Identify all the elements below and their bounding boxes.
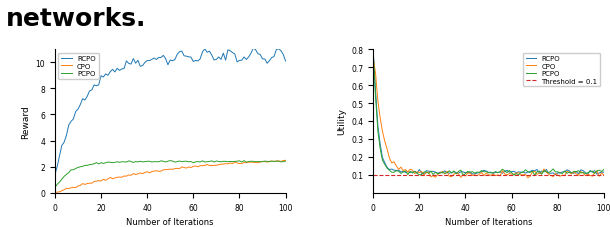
- PCPO: [459, 175, 467, 177]
- PCPO: [213, 160, 220, 163]
- Line: RCPO: RCPO: [373, 52, 604, 175]
- RCPO: [109, 69, 117, 71]
- RCPO: [600, 171, 608, 174]
- Line: RCPO: RCPO: [55, 49, 285, 175]
- CPO: [524, 177, 531, 179]
- PCPO: [240, 160, 248, 162]
- RCPO: [67, 121, 74, 123]
- PCPO: [51, 186, 59, 189]
- X-axis label: Number of Iterations: Number of Iterations: [126, 217, 214, 226]
- RCPO: [190, 61, 197, 64]
- PCPO: [370, 52, 377, 55]
- RCPO: [386, 168, 393, 171]
- CPO: [192, 165, 199, 168]
- PCPO: [282, 160, 289, 163]
- Threshold = 0.1: [370, 174, 377, 176]
- RCPO: [370, 50, 377, 53]
- RCPO: [531, 170, 539, 173]
- PCPO: [533, 171, 540, 173]
- PCPO: [427, 170, 434, 173]
- Legend: RCPO, CPO, PCPO: RCPO, CPO, PCPO: [59, 53, 99, 80]
- PCPO: [224, 161, 232, 163]
- X-axis label: Number of Iterations: Number of Iterations: [445, 217, 533, 226]
- CPO: [427, 175, 434, 178]
- PCPO: [190, 162, 197, 164]
- RCPO: [427, 170, 434, 173]
- RCPO: [542, 168, 550, 171]
- Line: CPO: CPO: [55, 161, 285, 192]
- CPO: [370, 57, 377, 60]
- Line: PCPO: PCPO: [55, 161, 285, 188]
- PCPO: [511, 174, 518, 177]
- RCPO: [282, 60, 289, 63]
- CPO: [70, 186, 77, 189]
- RCPO: [213, 59, 220, 62]
- CPO: [215, 163, 222, 166]
- CPO: [111, 177, 118, 180]
- Text: networks.: networks.: [6, 7, 146, 31]
- CPO: [533, 173, 540, 176]
- Threshold = 0.1: [372, 174, 379, 176]
- CPO: [600, 174, 608, 177]
- CPO: [160, 169, 167, 171]
- RCPO: [508, 170, 515, 173]
- PCPO: [386, 169, 393, 172]
- Y-axis label: Utility: Utility: [337, 108, 346, 135]
- PCPO: [67, 169, 74, 171]
- PCPO: [478, 169, 486, 172]
- Line: CPO: CPO: [373, 59, 604, 178]
- Line: PCPO: PCPO: [373, 54, 604, 176]
- CPO: [282, 159, 289, 162]
- RCPO: [51, 173, 59, 176]
- RCPO: [552, 174, 559, 176]
- CPO: [476, 173, 483, 176]
- CPO: [508, 173, 515, 176]
- PCPO: [157, 160, 165, 163]
- CPO: [54, 191, 61, 194]
- CPO: [226, 162, 234, 165]
- CPO: [386, 157, 393, 159]
- RCPO: [476, 171, 483, 174]
- RCPO: [157, 57, 165, 60]
- CPO: [51, 191, 59, 194]
- CPO: [545, 173, 552, 176]
- RCPO: [224, 49, 232, 52]
- PCPO: [545, 172, 552, 174]
- RCPO: [249, 48, 257, 50]
- Y-axis label: Reward: Reward: [21, 105, 30, 138]
- PCPO: [109, 162, 117, 164]
- Legend: RCPO, CPO, PCPO, Threshold = 0.1: RCPO, CPO, PCPO, Threshold = 0.1: [523, 53, 600, 87]
- PCPO: [600, 168, 608, 171]
